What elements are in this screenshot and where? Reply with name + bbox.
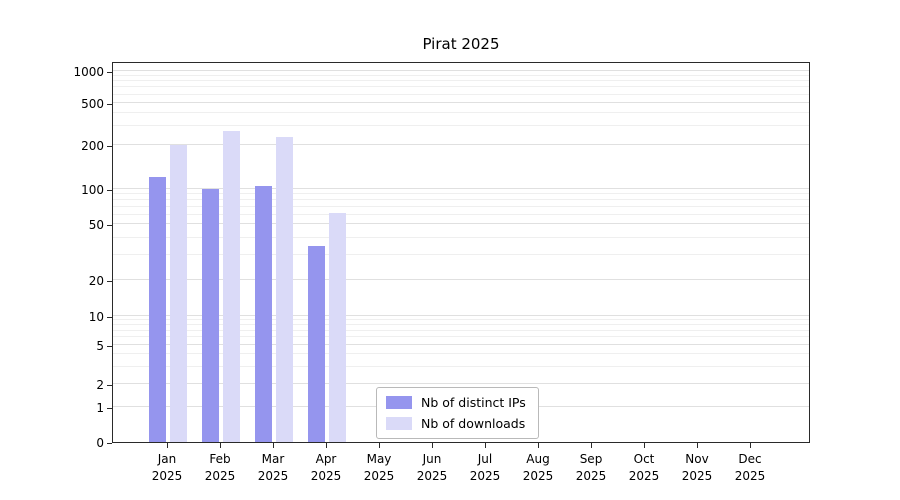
- x-tick-mark: [750, 443, 751, 448]
- gridline-major: [113, 101, 809, 103]
- y-tick-label: 20: [88, 274, 104, 289]
- gridline-major: [113, 279, 809, 281]
- gridline-minor: [113, 74, 809, 76]
- y-tick-label: 1000: [73, 64, 104, 79]
- gridline-minor: [113, 125, 809, 127]
- legend-label-distinct-ips: Nb of distinct IPs: [421, 395, 526, 410]
- x-tick-mark: [538, 443, 539, 448]
- gridline-minor: [113, 236, 809, 238]
- gridline-minor: [113, 319, 809, 321]
- gridline-minor: [113, 193, 809, 195]
- gridline-minor: [113, 86, 809, 88]
- x-tick-mark: [379, 443, 380, 448]
- x-tick-mark: [273, 443, 274, 448]
- y-tick-label: 500: [81, 96, 104, 111]
- x-tick-label: Mar 2025: [257, 452, 289, 483]
- gridline-minor: [113, 213, 809, 215]
- x-tick-label: Jan 2025: [151, 452, 183, 483]
- x-tick-mark: [167, 443, 168, 448]
- bar-downloads: [223, 131, 240, 442]
- chart-title: Pirat 2025: [422, 35, 500, 53]
- legend-swatch-downloads: [386, 417, 412, 430]
- gridline-minor: [113, 199, 809, 201]
- legend: Nb of distinct IPs Nb of downloads: [376, 387, 539, 439]
- y-tick-mark: [107, 316, 112, 318]
- gridline-minor: [113, 93, 809, 95]
- x-tick-label: May 2025: [363, 452, 395, 483]
- x-tick-label: Apr 2025: [310, 452, 342, 483]
- gridline-major: [113, 343, 809, 345]
- x-tick-mark: [591, 443, 592, 448]
- y-tick-label: 5: [96, 338, 104, 353]
- x-tick-label: Sep 2025: [575, 452, 607, 483]
- bar-downloads: [276, 136, 293, 442]
- x-tick-label: Jun 2025: [416, 452, 448, 483]
- gridline-minor: [113, 206, 809, 208]
- y-tick-mark: [107, 281, 112, 283]
- gridline-major: [113, 223, 809, 225]
- gridline-major: [113, 314, 809, 316]
- legend-swatch-distinct-ips: [386, 396, 412, 409]
- x-tick-mark: [644, 443, 645, 448]
- y-tick-label: 100: [81, 183, 104, 197]
- y-tick-mark: [107, 103, 112, 105]
- gridline-minor: [113, 324, 809, 326]
- gridline-minor: [113, 336, 809, 338]
- bar-distinct-ips: [308, 245, 325, 442]
- x-tick-label: Jul 2025: [469, 452, 501, 483]
- y-tick-label: 2: [96, 378, 104, 393]
- gridline-major: [113, 143, 809, 145]
- x-tick-mark: [485, 443, 486, 448]
- gridline-major: [113, 69, 809, 71]
- gridline-minor: [113, 112, 809, 114]
- bar-downloads: [170, 144, 187, 442]
- y-tick-label: 200: [81, 138, 104, 153]
- gridline-minor: [113, 80, 809, 82]
- legend-item-distinct-ips: Nb of distinct IPs: [386, 395, 526, 410]
- x-tick-mark: [432, 443, 433, 448]
- y-tick-mark: [107, 345, 112, 347]
- bar-downloads: [329, 213, 346, 442]
- y-tick-mark: [107, 145, 112, 147]
- y-tick-mark: [107, 190, 112, 191]
- plot-area: Nb of distinct IPs Nb of downloads: [112, 62, 810, 443]
- gridline-minor: [113, 329, 809, 331]
- gridline-major: [113, 188, 809, 189]
- x-tick-mark: [220, 443, 221, 448]
- y-tick-mark: [107, 443, 112, 444]
- y-tick-mark: [107, 407, 112, 409]
- x-tick-label: Dec 2025: [734, 452, 766, 483]
- x-tick-label: Feb 2025: [204, 452, 236, 483]
- x-tick-label: Nov 2025: [681, 452, 713, 483]
- y-tick-mark: [107, 385, 112, 387]
- bar-distinct-ips: [202, 189, 219, 442]
- y-tick-label: 50: [88, 218, 104, 233]
- x-tick-mark: [697, 443, 698, 448]
- x-tick-label: Aug 2025: [522, 452, 554, 483]
- y-tick-mark: [107, 225, 112, 227]
- gridline-minor: [113, 365, 809, 367]
- bar-distinct-ips: [149, 177, 166, 442]
- x-tick-mark: [326, 443, 327, 448]
- y-tick-label: 1: [96, 400, 104, 415]
- y-tick-mark: [107, 71, 112, 73]
- legend-label-downloads: Nb of downloads: [421, 416, 526, 431]
- legend-item-downloads: Nb of downloads: [386, 416, 526, 431]
- x-tick-label: Oct 2025: [628, 452, 660, 483]
- y-tick-label: 10: [88, 309, 104, 324]
- gridline-minor: [113, 254, 809, 256]
- gridline-major: [113, 383, 809, 385]
- gridline-minor: [113, 353, 809, 355]
- y-tick-label: 0: [96, 436, 104, 450]
- bar-distinct-ips: [255, 185, 272, 442]
